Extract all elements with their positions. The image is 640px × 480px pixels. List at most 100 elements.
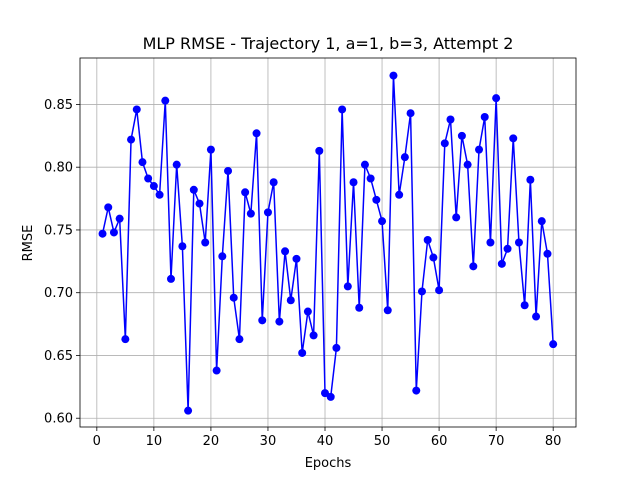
data-point <box>263 208 272 217</box>
data-point <box>161 96 170 105</box>
data-point <box>480 112 489 121</box>
data-point <box>109 228 118 237</box>
data-point <box>549 340 558 349</box>
data-point <box>378 217 387 226</box>
data-point <box>206 145 215 154</box>
data-point <box>457 131 466 140</box>
data-point <box>166 274 175 283</box>
data-point <box>275 317 284 326</box>
data-point <box>355 303 364 312</box>
plot-frame <box>79 57 577 428</box>
data-point <box>321 389 330 398</box>
y-tick-label: 0.80 <box>44 161 73 176</box>
data-point <box>189 185 198 194</box>
data-point <box>144 174 153 183</box>
y-tick-label: 0.65 <box>44 349 73 364</box>
data-point <box>440 139 449 148</box>
data-point <box>212 366 221 375</box>
data-point <box>497 259 506 268</box>
data-point <box>492 94 501 103</box>
data-point <box>469 262 478 271</box>
data-point <box>184 406 193 415</box>
chart-title: MLP RMSE - Trajectory 1, a=1, b=3, Attem… <box>143 34 514 53</box>
data-point <box>520 301 529 310</box>
data-point <box>229 293 238 302</box>
data-point <box>258 316 267 325</box>
data-point <box>406 109 415 118</box>
data-point <box>218 252 227 261</box>
data-point <box>532 312 541 321</box>
data-point <box>383 306 392 315</box>
data-point <box>281 247 290 256</box>
data-point <box>446 115 455 124</box>
x-tick-label: 60 <box>431 434 448 449</box>
data-point <box>360 160 369 169</box>
data-point <box>235 335 244 344</box>
data-point <box>400 153 409 162</box>
data-point <box>423 235 432 244</box>
data-point <box>269 178 278 187</box>
data-point <box>115 214 124 223</box>
x-tick-label: 10 <box>146 434 163 449</box>
axes: 0 10 20 30 40 50 60 70 80 0.60 0.65 0.70 0.75 0.80 0.8… <box>44 98 561 449</box>
data-point <box>149 182 158 191</box>
data-point <box>417 287 426 296</box>
x-tick-label: 0 <box>93 434 101 449</box>
data-point <box>315 146 324 155</box>
data-point <box>309 331 318 340</box>
data-point <box>537 217 546 226</box>
data-point <box>292 254 301 263</box>
y-tick-label: 0.60 <box>44 412 73 427</box>
x-tick-label: 30 <box>260 434 277 449</box>
data-point <box>303 307 312 316</box>
data-point <box>121 335 130 344</box>
y-tick-label: 0.85 <box>44 98 73 113</box>
data-point <box>241 188 250 197</box>
data-point <box>252 129 261 138</box>
data-point <box>395 190 404 199</box>
y-axis-label: RMSE <box>21 225 36 262</box>
data-point <box>475 145 484 154</box>
series-line <box>101 75 554 411</box>
data-point <box>172 160 181 169</box>
data-point <box>452 213 461 222</box>
data-point <box>127 135 136 144</box>
data-point <box>132 105 141 114</box>
data-point <box>178 242 187 251</box>
x-tick-label: 20 <box>203 434 220 449</box>
data-point <box>543 249 552 258</box>
data-point <box>326 392 335 401</box>
data-point <box>486 238 495 247</box>
data-point <box>503 244 512 253</box>
data-point <box>389 71 398 80</box>
data-point <box>526 175 535 184</box>
x-tick-label: 80 <box>545 434 562 449</box>
data-point <box>246 209 255 218</box>
x-tick-label: 40 <box>317 434 334 449</box>
data-point <box>366 174 375 183</box>
data-point <box>429 253 438 262</box>
data-point <box>201 238 210 247</box>
data-point <box>332 343 341 352</box>
data-point <box>372 195 381 204</box>
data-point <box>98 229 107 238</box>
data-point <box>286 296 295 305</box>
data-point <box>463 160 472 169</box>
y-tick-label: 0.70 <box>44 286 73 301</box>
data-point <box>349 178 358 187</box>
x-axis-label: Epochs <box>305 456 352 471</box>
data-point <box>412 386 421 395</box>
series-rmse <box>98 71 558 415</box>
data-point <box>435 286 444 295</box>
data-point <box>298 348 307 357</box>
data-point <box>343 282 352 291</box>
x-tick-label: 50 <box>374 434 391 449</box>
data-point <box>338 105 347 114</box>
data-point <box>514 238 523 247</box>
x-tick-label: 70 <box>488 434 505 449</box>
data-point <box>138 158 147 167</box>
data-point <box>195 199 204 208</box>
data-point <box>155 190 164 199</box>
